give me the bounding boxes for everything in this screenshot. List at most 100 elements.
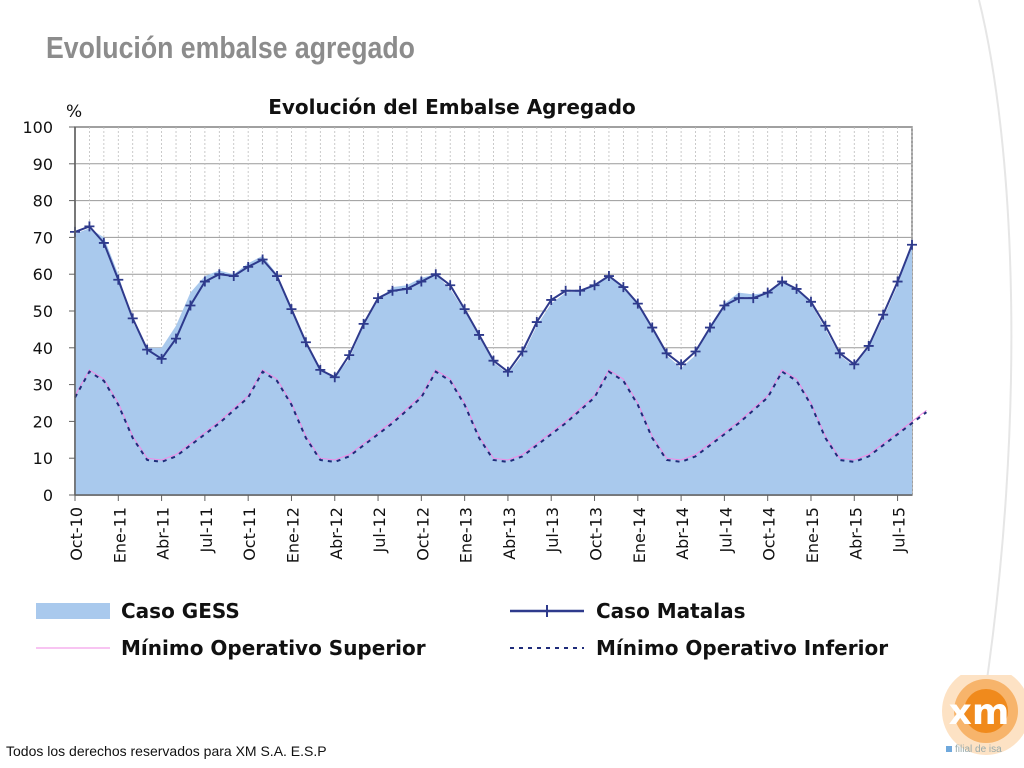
series-caso-matalas-marker <box>272 271 283 282</box>
series-caso-matalas-marker <box>748 293 759 304</box>
x-tick-label: Abr-15 <box>846 507 865 560</box>
series-caso-matalas-marker <box>257 254 268 265</box>
series-caso-matalas-marker <box>459 304 470 315</box>
x-tick-label: Ene-11 <box>110 507 129 563</box>
series-caso-matalas-marker <box>834 348 845 359</box>
series-caso-matalas-marker <box>820 320 831 331</box>
chart-title: Evolución del Embalse Agregado <box>268 95 636 119</box>
series-minimo-operativo-superior <box>74 369 927 461</box>
series-caso-matalas-marker <box>127 313 138 324</box>
series-caso-matalas-marker <box>603 271 614 282</box>
x-tick-label: Oct-14 <box>760 507 779 561</box>
y-tick-label: 40 <box>33 339 53 358</box>
series-minimo-operativo-inferior <box>74 370 928 463</box>
y-tick-label: 30 <box>33 376 53 395</box>
series-caso-matalas-marker <box>546 294 557 305</box>
x-tick-label: Jul-11 <box>197 507 216 553</box>
x-tick-label: Abr-12 <box>327 507 346 560</box>
logo-tagline-text: filial de isa <box>955 744 1002 755</box>
series-caso-matalas-marker <box>214 269 225 280</box>
series-caso-matalas-marker <box>733 293 744 304</box>
y-tick-label: 80 <box>33 192 53 211</box>
series-caso-matalas-marker <box>344 350 355 361</box>
series-caso-matalas-marker <box>387 285 398 296</box>
series-caso-matalas-marker <box>502 366 513 377</box>
series-caso-matalas-marker <box>401 283 412 294</box>
y-tick-label: 90 <box>33 155 53 174</box>
series-caso-matalas-marker <box>156 353 167 364</box>
x-tick-label: Jul-12 <box>370 507 389 553</box>
x-tick-label: Oct-13 <box>587 507 606 561</box>
legend-label-caso-gess: Caso GESS <box>121 599 240 623</box>
series-caso-matalas-marker <box>676 359 687 370</box>
y-tick-label: 70 <box>33 228 53 247</box>
xm-logo: xm <box>942 675 1024 755</box>
series-caso-matalas-marker <box>199 276 210 287</box>
series-caso-matalas-marker <box>84 221 95 232</box>
series-caso-matalas-marker <box>373 293 384 304</box>
series-caso-matalas-marker <box>517 346 528 357</box>
x-tick-label: Abr-14 <box>673 507 692 560</box>
y-axis-unit-label: % <box>66 102 82 122</box>
series-caso-matalas-marker <box>863 340 874 351</box>
series-caso-matalas-marker <box>704 322 715 333</box>
series-caso-matalas-marker <box>488 355 499 366</box>
x-tick-label: Ene-13 <box>457 507 476 563</box>
x-tick-label: Jul-14 <box>716 507 735 553</box>
legend-label-caso-matalas: Caso Matalas <box>596 599 746 623</box>
slide-title: Evolución embalse agregado <box>46 30 415 65</box>
series-caso-matalas-marker <box>878 309 889 320</box>
series-caso-matalas-marker <box>300 337 311 348</box>
series-caso-matalas-marker <box>647 322 658 333</box>
series-caso-matalas-marker <box>907 239 917 250</box>
series-caso-matalas-marker <box>286 304 297 315</box>
series-caso-matalas-marker <box>329 372 340 383</box>
series-caso-matalas-marker <box>445 280 456 291</box>
series-caso-matalas-marker <box>315 364 326 375</box>
series-caso-matalas <box>70 221 917 383</box>
x-tick-label: Ene-14 <box>630 507 649 563</box>
y-tick-label: 100 <box>22 118 53 137</box>
decorative-curve <box>978 0 1013 701</box>
y-tick-label: 60 <box>33 265 53 284</box>
x-tick-label: Oct-12 <box>413 507 432 561</box>
logo-tagline: filial de isa <box>946 744 1002 755</box>
y-tick-label: 20 <box>33 412 53 431</box>
series-caso-matalas-marker <box>113 274 124 285</box>
series-caso-matalas-marker <box>762 287 773 298</box>
axes: 0 10 20 30 40 50 60 70 80 90 100 Oct-10 Ene-11 Abr-11… <box>22 118 912 563</box>
y-tick-label: 50 <box>33 302 53 321</box>
series-minimo-operativo-superior-line <box>74 369 927 461</box>
x-tick-label: Oct-11 <box>240 507 259 561</box>
series-caso-matalas-marker <box>849 359 860 370</box>
series-caso-matalas-marker <box>777 276 788 287</box>
x-tick-label: Jul-13 <box>543 507 562 553</box>
series-caso-matalas-marker <box>791 283 802 294</box>
series-caso-matalas-marker <box>632 298 643 309</box>
series-caso-matalas-marker <box>618 282 629 293</box>
y-tick-label: 10 <box>33 449 53 468</box>
x-tick-label: Ene-15 <box>803 507 822 563</box>
series-caso-matalas-marker <box>892 276 903 287</box>
series-caso-matalas-marker <box>589 280 600 291</box>
series-caso-matalas-marker <box>228 271 239 282</box>
series-caso-matalas-marker <box>560 285 571 296</box>
logo-tagline-icon <box>946 746 952 752</box>
legend-swatch-caso-gess <box>36 603 110 619</box>
legend: Caso GESS Caso Matalas Mínimo Operativo … <box>36 599 888 660</box>
series-caso-matalas-marker <box>719 300 730 311</box>
series-caso-matalas-marker <box>531 317 542 328</box>
reservoir-chart: Evolución del Embalse Agregado % 0 10 20 30… <box>22 95 928 660</box>
series-caso-matalas-marker <box>142 344 153 355</box>
y-tick-label: 0 <box>43 486 53 505</box>
series-caso-matalas-marker <box>575 285 586 296</box>
series-caso-matalas-marker <box>416 276 427 287</box>
series-minimo-operativo-inferior-line <box>74 370 928 463</box>
legend-label-minimo-superior: Mínimo Operativo Superior <box>121 636 426 660</box>
series-caso-matalas-marker <box>661 348 672 359</box>
series-caso-matalas-marker <box>185 300 196 311</box>
x-tick-label: Abr-11 <box>154 507 173 560</box>
series-layer <box>70 221 928 495</box>
x-tick-label: Abr-13 <box>500 507 519 560</box>
series-caso-matalas-marker <box>430 269 441 280</box>
